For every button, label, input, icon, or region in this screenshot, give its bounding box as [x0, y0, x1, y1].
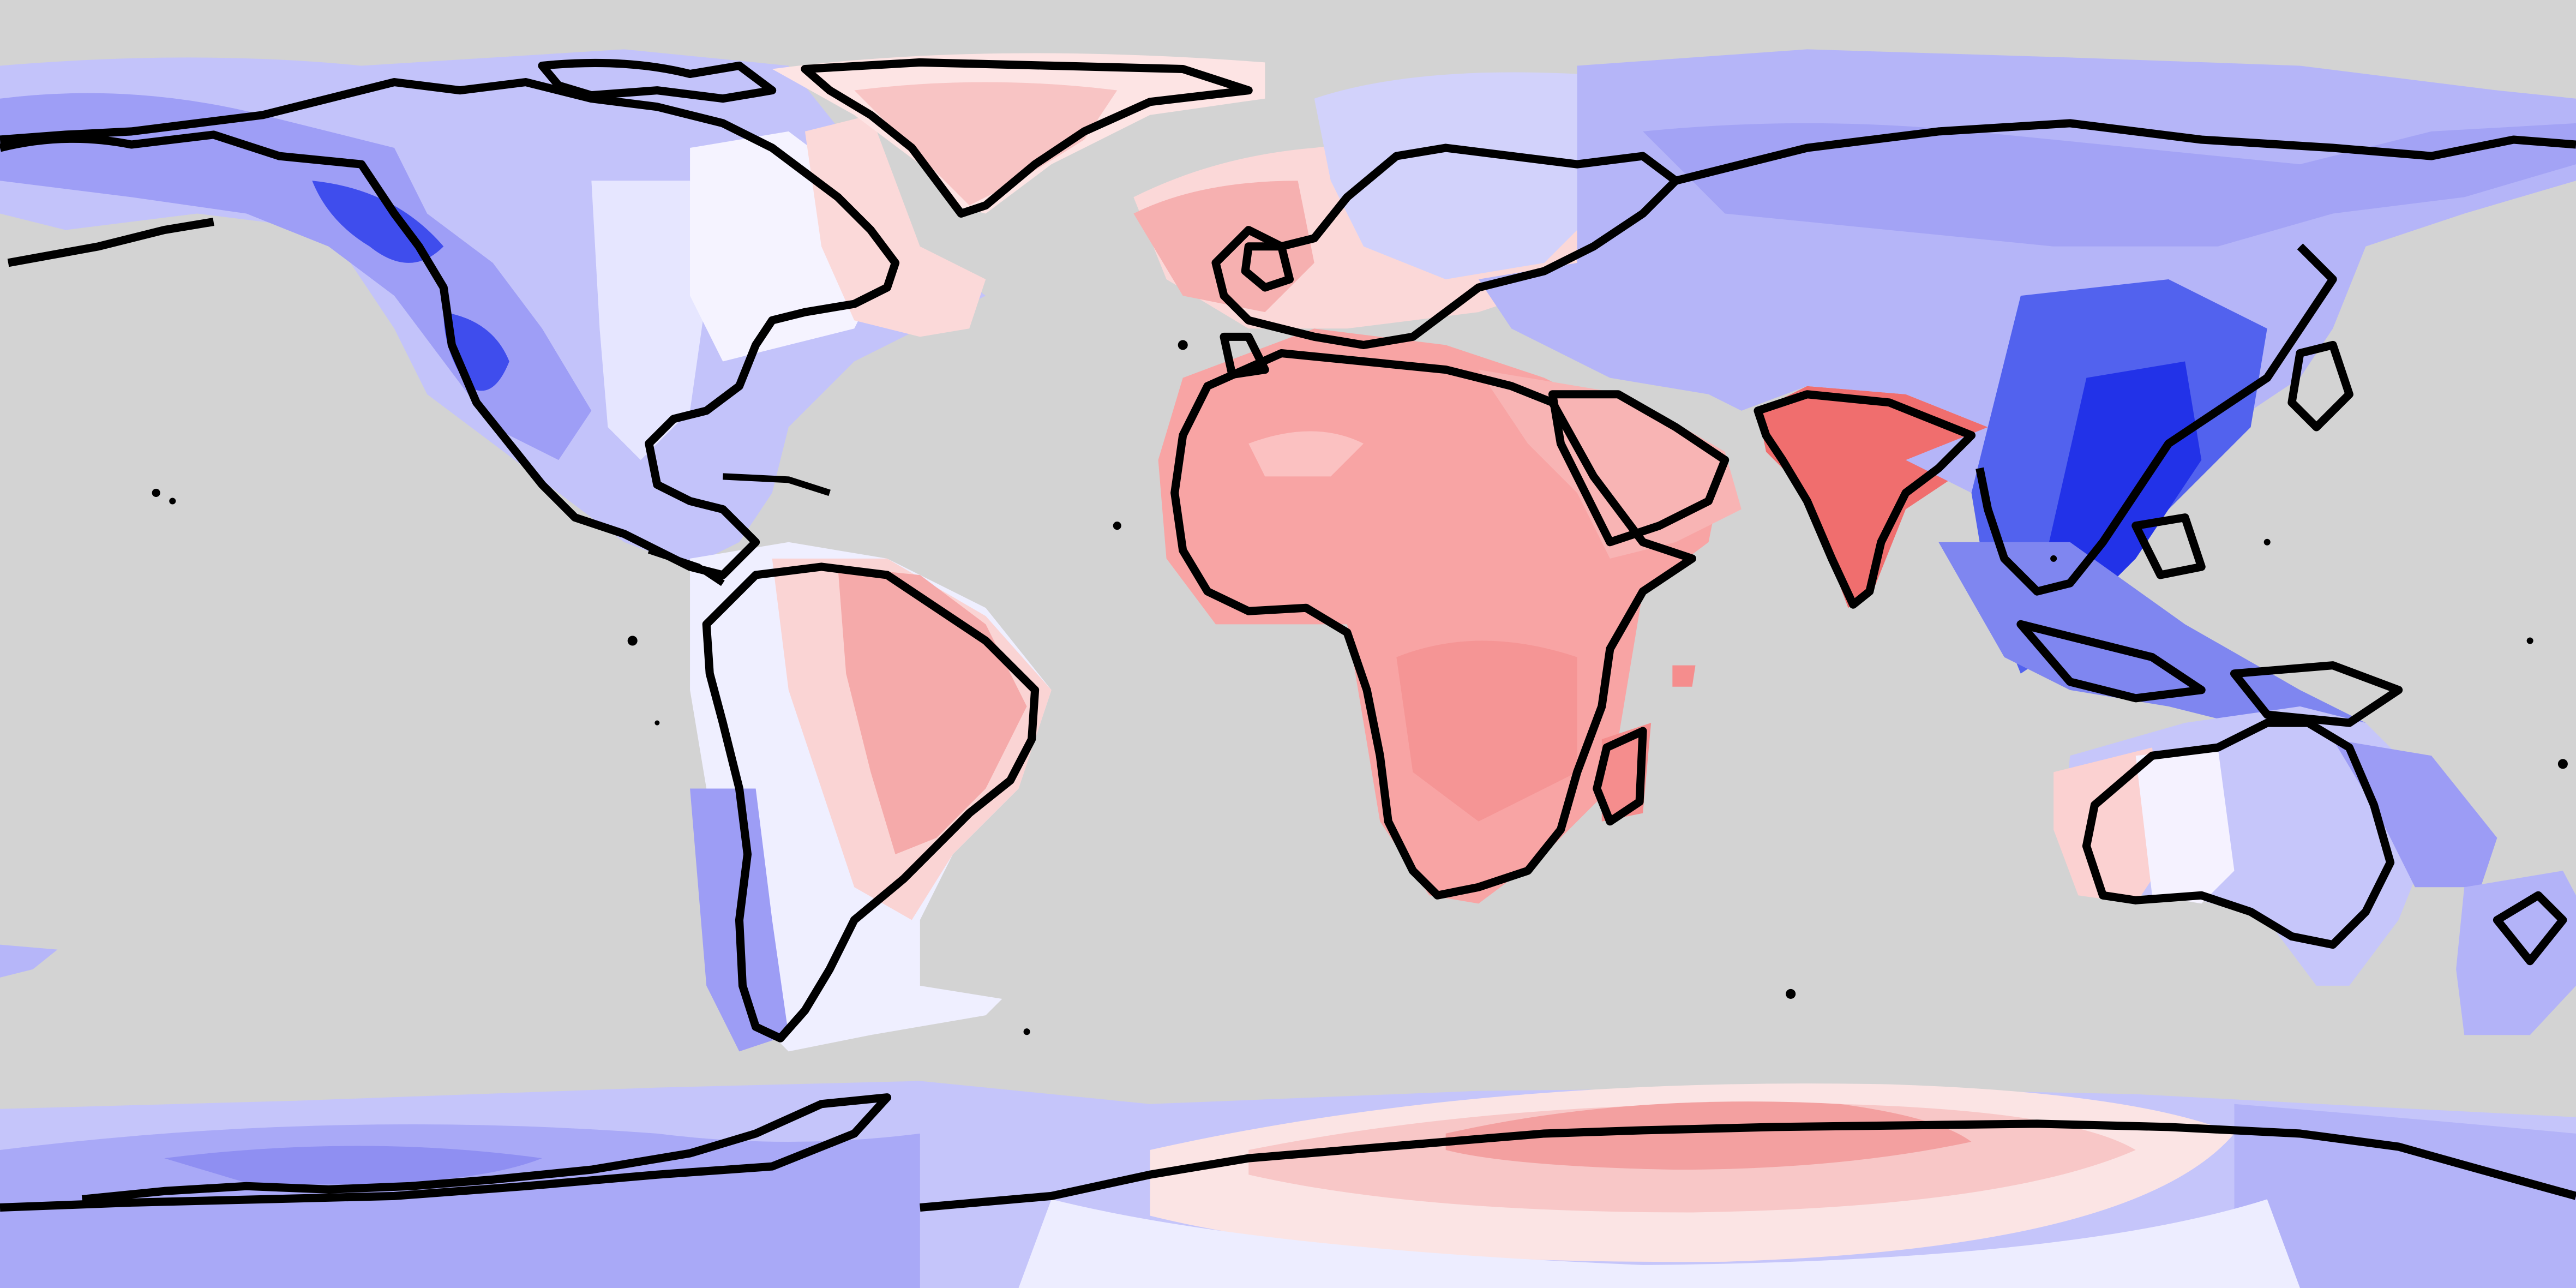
- india-field: [1757, 386, 1988, 608]
- new-zealand-field: [2456, 871, 2576, 1035]
- australia-field: [2053, 706, 2497, 986]
- north-america-field: [0, 49, 986, 567]
- greenland-field: [772, 53, 1265, 214]
- island-markers: [152, 340, 2568, 1035]
- antarctica-field: [0, 1081, 2576, 1288]
- coastlines: [0, 58, 2576, 1212]
- europe-field: [1133, 72, 1610, 329]
